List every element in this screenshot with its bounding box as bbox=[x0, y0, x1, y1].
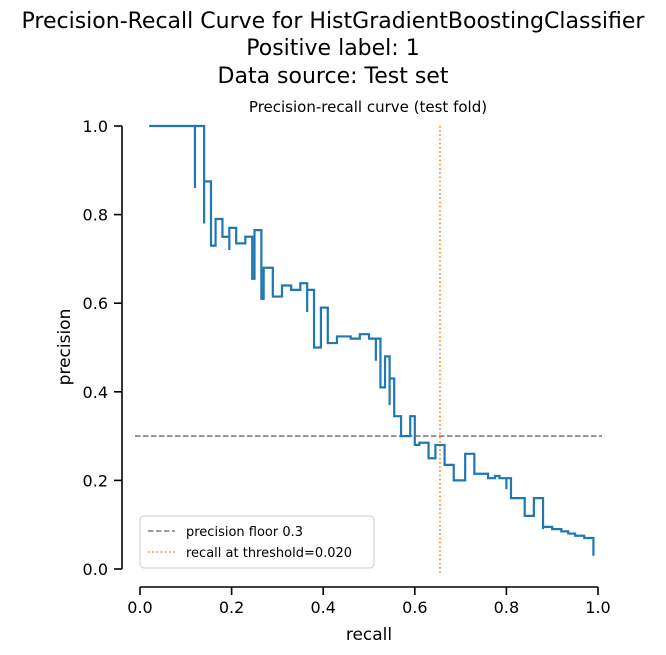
reference-lines bbox=[135, 126, 602, 573]
x-tick-label: 0.2 bbox=[219, 598, 244, 617]
y-tick-label: 1.0 bbox=[83, 117, 108, 136]
legend-precision-floor-label: precision floor 0.3 bbox=[186, 525, 303, 540]
y-tick-label: 0.6 bbox=[83, 294, 108, 313]
figure-title-line-1: Precision-Recall Curve for HistGradientB… bbox=[22, 9, 646, 34]
curve-layer bbox=[149, 124, 595, 556]
precision-recall-curve bbox=[149, 124, 595, 556]
y-tick-label: 0.8 bbox=[83, 206, 108, 225]
legend: precision floor 0.3 recall at threshold=… bbox=[139, 515, 375, 569]
x-tick-label: 1.0 bbox=[585, 598, 610, 617]
y-axis-label: precision bbox=[55, 309, 75, 386]
legend-recall-threshold-label: recall at threshold=0.020 bbox=[186, 546, 352, 561]
figure-title-line-3: Data source: Test set bbox=[218, 64, 449, 89]
y-tick-label: 0.2 bbox=[83, 471, 108, 490]
x-tick-label: 0.6 bbox=[402, 598, 427, 617]
x-tick-label: 0.4 bbox=[310, 598, 335, 617]
axes-title: Precision-recall curve (test fold) bbox=[249, 98, 487, 116]
y-tick-label: 0.4 bbox=[83, 383, 108, 402]
x-tick-label: 0.0 bbox=[127, 598, 152, 617]
x-tick-label: 0.8 bbox=[494, 598, 519, 617]
y-tick-label: 0.0 bbox=[83, 560, 108, 579]
x-axis-label: recall bbox=[346, 625, 392, 645]
y-ticks: 0.0 0.2 0.4 0.6 0.8 1.0 bbox=[83, 117, 122, 579]
legend-box bbox=[139, 515, 375, 569]
x-ticks: 0.0 0.2 0.4 0.6 0.8 1.0 bbox=[127, 587, 611, 617]
figure-title-line-2: Positive label: 1 bbox=[246, 36, 419, 61]
